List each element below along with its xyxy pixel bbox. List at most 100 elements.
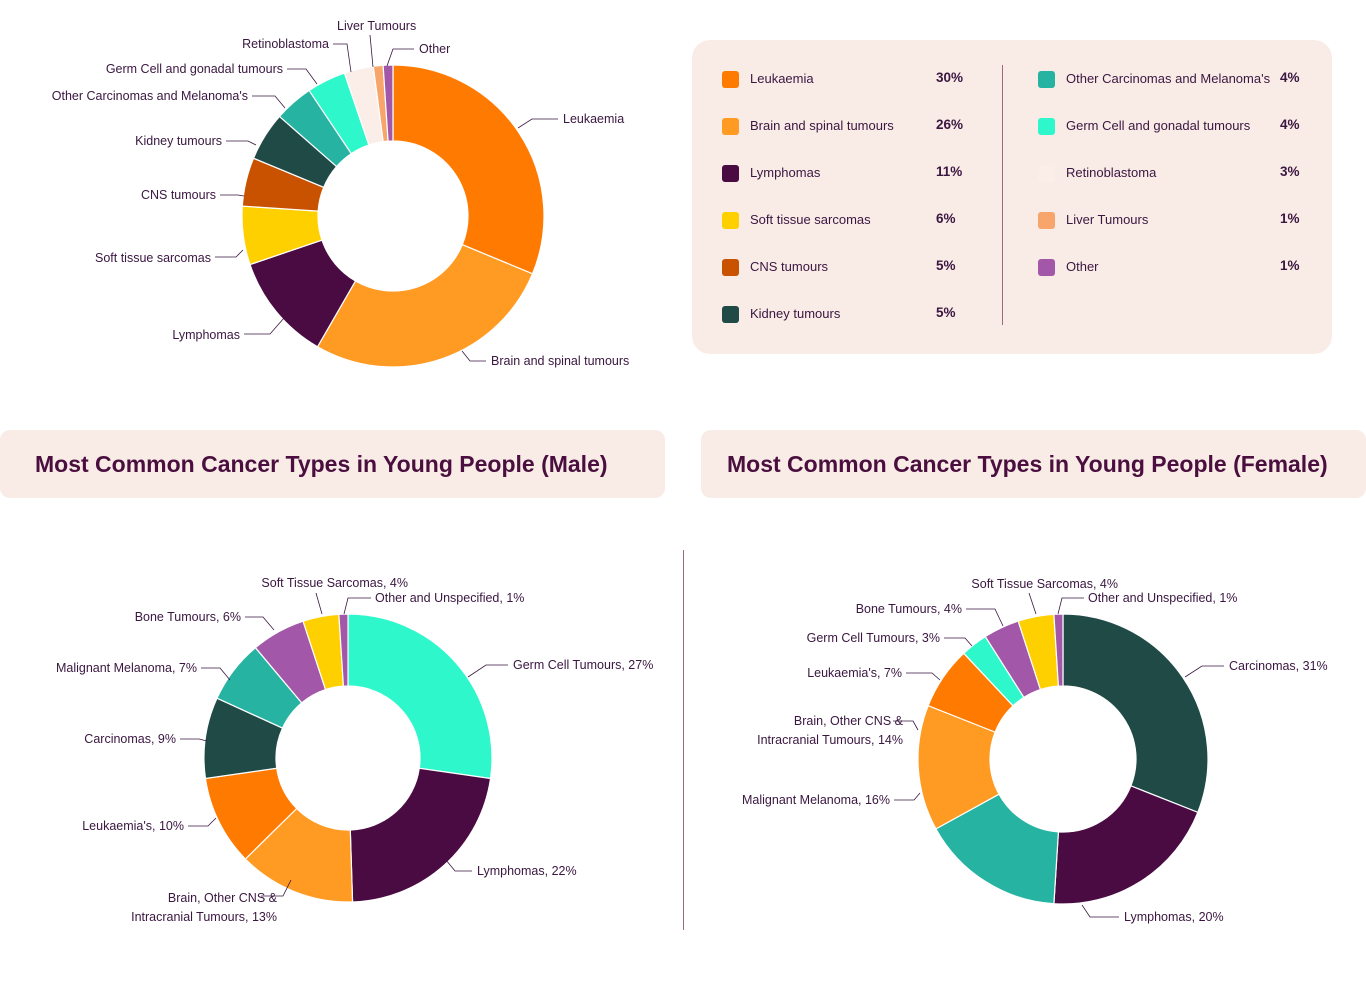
leader-line [445,859,472,872]
donut-slice [347,613,493,780]
slice-label: Leukaemia's, 10% [82,819,184,833]
legend-value: 30% [936,70,964,85]
leader-line [287,68,318,85]
legend-swatch [722,211,739,229]
legend-label: Other Carcinomas and Melanoma's [1066,71,1271,86]
slice-label: Bone Tumours, 4% [856,602,962,616]
leader-line [467,664,508,678]
slice-label: Soft tissue sarcomas [95,251,211,265]
legend-item: Retinoblastoma 3% [1038,163,1338,183]
legend-label: Lymphomas [750,165,821,180]
slice-label: Brain, Other CNS & [168,891,278,905]
leader-line [244,317,285,335]
slice-label: Malignant Melanoma, 16% [742,793,890,807]
donut-slice [349,767,492,903]
slice-label: Soft Tissue Sarcomas, 4% [971,577,1118,591]
leader-line [1028,592,1037,615]
legend-swatch [1038,117,1055,135]
legend-swatch [722,305,739,323]
leader-line [343,597,371,615]
legend-value: 4% [1280,70,1300,85]
legend-value: 5% [936,258,956,273]
donut-chart-1: Germ Cell Tumours, 27% Lymphomas, 22% Brai… [56,576,653,924]
legend-item: Soft tissue sarcomas 6% [722,210,1022,230]
donut-slice [382,64,394,142]
slice-label: Germ Cell Tumours, 3% [807,631,940,645]
legend-label: Germ Cell and gonadal tumours [1066,118,1251,133]
leader-line [1184,665,1224,678]
legend-panel [692,40,1332,354]
leader-line [220,194,245,197]
slice-label: Lymphomas, 22% [477,864,577,878]
slice-label: Kidney tumours [135,134,222,148]
legend-label: Retinoblastoma [1066,165,1157,180]
leader-line [245,616,275,631]
slice-label: CNS tumours [141,188,216,202]
legend-item: Brain and spinal tumours 26% [722,116,1022,136]
slice-label: Lymphomas [172,328,240,342]
slice-label: Other [419,42,450,56]
legend-value: 26% [936,117,964,132]
leader-line [461,350,486,362]
slice-label: Intracranial Tumours, 13% [131,910,277,924]
leader-line [180,738,208,742]
legend-swatch [722,164,739,182]
leader-line [1057,597,1084,615]
leader-line [966,608,1004,627]
donut-slice [392,64,545,275]
legend-label: CNS tumours [750,259,829,274]
slice-label: Retinoblastoma [242,37,329,51]
legend-item: Leukaemia 30% [722,69,1022,89]
slice-label: Other and Unspecified, 1% [375,591,524,605]
legend-swatch [1038,211,1055,229]
donut-slice [1053,613,1064,687]
leader-line [369,34,374,68]
male-chart-title-box: Most Common Cancer Types in Young People… [0,430,665,498]
leader-line [315,592,323,615]
leader-line [1081,904,1119,918]
slice-label: Carcinomas, 31% [1229,659,1328,673]
legend-item: Kidney tumours 5% [722,304,1022,324]
legend-label: Liver Tumours [1066,212,1149,227]
slice-label: Bone Tumours, 6% [135,610,241,624]
female-chart-title-box: Most Common Cancer Types in Young People… [701,430,1366,498]
slice-label: Germ Cell and gonadal tumours [106,62,283,76]
donut-chart-0: Leukaemia Brain and spinal tumours Lymphom… [52,19,630,368]
donut-chart-2: Carcinomas, 31% Lymphomas, 20% Malignant M… [742,577,1328,924]
slice-label: Liver Tumours [337,19,416,33]
legend-swatch [722,70,739,88]
legend-label: Kidney tumours [750,306,841,321]
slice-label: Brain, Other CNS & [794,714,904,728]
leader-line [188,817,217,827]
leader-line [893,720,919,731]
legend-item: Other 1% [1038,257,1338,277]
legend-label: Other [1066,259,1099,274]
female-chart-title: Most Common Cancer Types in Young People… [727,450,1328,477]
leader-line [517,118,558,129]
legend-swatch [1038,258,1055,276]
legend-label: Brain and spinal tumours [750,118,894,133]
slice-label: Lymphomas, 20% [1124,910,1224,924]
leader-line [215,249,244,258]
leader-line [201,667,231,681]
donut-slice [316,243,534,368]
legend-value: 5% [936,305,956,320]
leader-line [252,95,286,109]
legend-item: Other Carcinomas and Melanoma's 4% [1038,69,1338,89]
legend-item: CNS tumours 5% [722,257,1022,277]
leader-line [944,637,973,647]
leader-line [226,140,257,146]
leader-line [261,879,292,897]
donut-slice [1062,613,1209,814]
legend-swatch [1038,70,1055,88]
legend-divider [1002,65,1003,325]
slice-label: Carcinomas, 9% [84,732,176,746]
legend-value: 1% [1280,211,1300,226]
male-chart-title: Most Common Cancer Types in Young People… [35,450,608,477]
slice-label: Germ Cell Tumours, 27% [513,658,653,672]
legend-value: 4% [1280,117,1300,132]
legend-value: 1% [1280,258,1300,273]
legend-item: Germ Cell and gonadal tumours 4% [1038,116,1338,136]
leader-line [333,43,352,73]
